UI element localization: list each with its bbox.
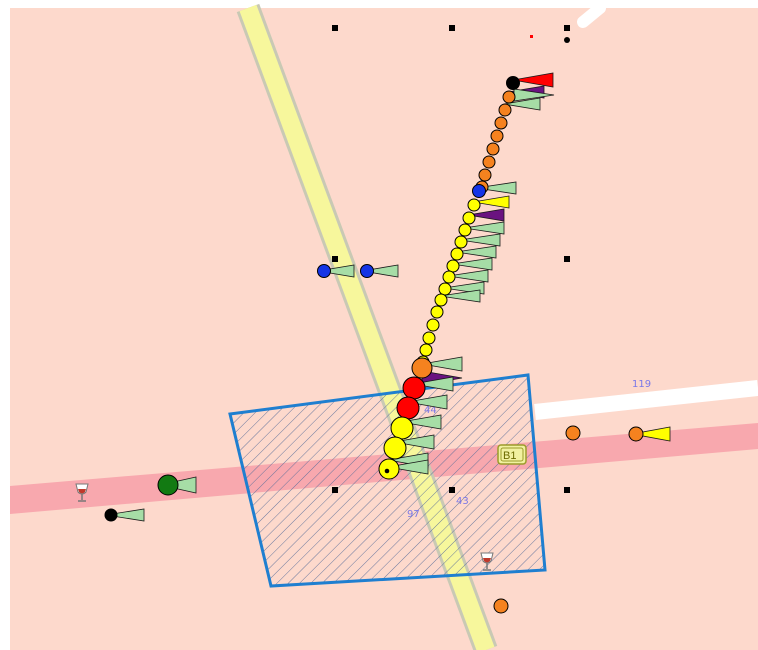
track-marker-blue[interactable]: [472, 184, 486, 198]
track-marker-yellow[interactable]: [450, 247, 464, 261]
direction-arrow-green: [451, 257, 493, 271]
track-marker-yellow[interactable]: [378, 458, 400, 480]
zone-badge-label: B1: [503, 450, 516, 462]
direction-arrow-green: [406, 394, 448, 410]
direction-arrow-green: [447, 269, 489, 283]
grid-points: [332, 25, 570, 493]
track-markers: [378, 76, 520, 480]
zone-badge-inner: [500, 447, 524, 462]
minor-road-top: [577, 2, 606, 28]
track-marker-red[interactable]: [396, 396, 420, 420]
grid-point: [449, 25, 455, 31]
grid-point: [332, 256, 338, 262]
track-marker-red[interactable]: [402, 376, 426, 400]
grid-point: [449, 487, 455, 493]
track-marker-orange[interactable]: [411, 357, 433, 379]
direction-arrow-green: [105, 508, 145, 522]
track-marker-center: [384, 468, 390, 474]
track-marker-yellow[interactable]: [442, 270, 456, 284]
map-marker-orange[interactable]: [628, 426, 644, 442]
track-marker-yellow[interactable]: [430, 305, 444, 319]
direction-arrow-green: [412, 376, 454, 392]
grid-point: [332, 487, 338, 493]
track-marker-yellow[interactable]: [390, 416, 414, 440]
direction-arrow-green: [475, 181, 517, 195]
track-arrows: [387, 72, 555, 475]
direction-arrow-green: [421, 356, 463, 372]
direction-arrow-green: [439, 289, 481, 303]
road-label-119: 119: [632, 379, 651, 390]
direction-arrow-yellow: [472, 195, 510, 209]
map-marker-blue[interactable]: [317, 264, 331, 278]
zone-badge-box: [497, 444, 527, 465]
track-marker-yellow[interactable]: [454, 235, 468, 249]
direction-arrow-green: [361, 264, 399, 278]
wine-glass-icon: [75, 483, 89, 502]
direction-arrow-red: [512, 72, 554, 88]
hatched-zone[interactable]: [228, 373, 547, 588]
map-marker-blue[interactable]: [360, 264, 374, 278]
track-marker-orange[interactable]: [482, 155, 496, 169]
zone-badge[interactable]: B1: [497, 444, 527, 465]
map-marker-black[interactable]: [104, 508, 118, 522]
track-marker-yellow[interactable]: [422, 331, 436, 345]
track-marker-yellow[interactable]: [419, 343, 433, 357]
track-marker-orange[interactable]: [490, 129, 504, 143]
direction-arrow-green: [317, 264, 355, 278]
track-marker-yellow[interactable]: [462, 211, 476, 225]
road-label-97: 97: [407, 509, 420, 520]
other-markers: [104, 264, 671, 614]
track-marker-orange[interactable]: [494, 116, 508, 130]
road-label-43: 43: [456, 496, 469, 507]
road-label-44: 44: [424, 405, 437, 416]
track-marker-orange[interactable]: [502, 90, 516, 104]
track-marker-yellow[interactable]: [383, 436, 407, 460]
minor-road-knob: [601, 401, 609, 409]
track-marker-yellow[interactable]: [438, 282, 452, 296]
direction-arrow-green: [463, 221, 505, 235]
grid-point: [564, 487, 570, 493]
grid-point: [564, 256, 570, 262]
grid-point: [564, 37, 570, 43]
map-marker-orange[interactable]: [565, 425, 581, 441]
direction-arrow-green: [387, 459, 429, 475]
track-marker-yellow[interactable]: [434, 293, 448, 307]
direction-arrow-green: [400, 414, 442, 430]
track-marker-orange[interactable]: [478, 168, 492, 182]
track-marker-yellow[interactable]: [458, 223, 472, 237]
map-marker-green[interactable]: [157, 474, 179, 496]
track-marker-orange[interactable]: [486, 142, 500, 156]
grid-point: [564, 25, 570, 31]
direction-arrow-green: [455, 245, 497, 259]
minor-road-right: [534, 380, 758, 420]
direction-arrow-yellow: [631, 426, 671, 442]
track-marker-black[interactable]: [506, 76, 520, 90]
track-marker-yellow[interactable]: [446, 259, 460, 273]
map-marker-orange[interactable]: [493, 598, 509, 614]
track-marker-yellow[interactable]: [426, 318, 440, 332]
red-point: [530, 35, 533, 38]
direction-arrow-purple: [467, 208, 505, 222]
wine-glass-icon: [480, 552, 494, 571]
direction-arrow-green: [459, 233, 501, 247]
track-marker-yellow[interactable]: [467, 198, 481, 212]
direction-arrow-green: [503, 97, 541, 111]
grid-point: [332, 25, 338, 31]
direction-arrow-green: [393, 434, 435, 450]
track-marker-orange[interactable]: [498, 103, 512, 117]
